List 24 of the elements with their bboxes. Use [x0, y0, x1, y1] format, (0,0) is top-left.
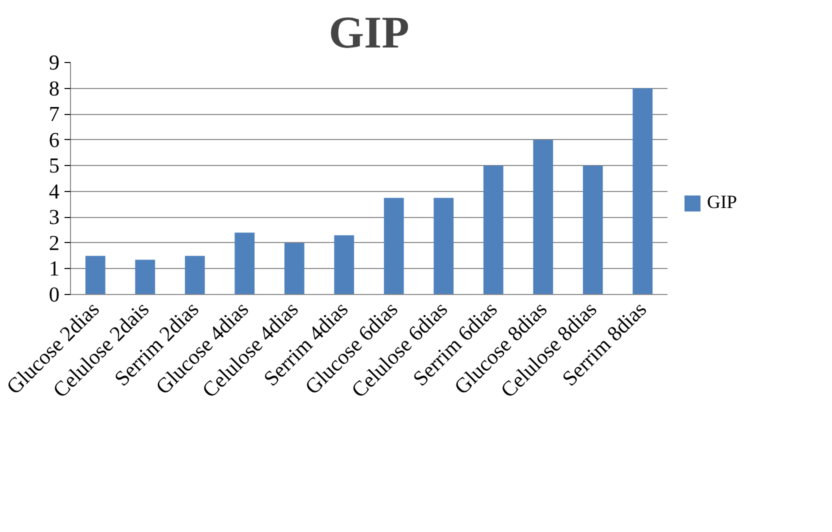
- y-tick-label: 2: [48, 230, 60, 255]
- bar: [434, 198, 454, 294]
- y-tick-label: 6: [48, 128, 60, 152]
- legend-label: GIP: [707, 192, 738, 214]
- bar: [384, 198, 404, 294]
- bar: [334, 235, 354, 294]
- bar: [582, 166, 603, 294]
- y-tick-label: 7: [48, 102, 60, 126]
- bar: [85, 256, 106, 294]
- bar: [135, 260, 156, 294]
- y-tick-label: 5: [48, 154, 60, 178]
- y-tick-label: 3: [48, 205, 60, 230]
- bar: [234, 232, 255, 294]
- bar: [284, 242, 304, 294]
- y-tick-label: 9: [48, 50, 60, 74]
- bar: [533, 140, 554, 294]
- y-tick-label: 0: [48, 282, 60, 306]
- bar: [184, 256, 205, 294]
- bar: [632, 88, 653, 294]
- y-tick-label: 4: [48, 179, 60, 204]
- y-tick-label: 8: [48, 76, 60, 100]
- bar: [483, 166, 504, 294]
- y-tick-label: 1: [48, 256, 60, 281]
- chart-title: GIP: [328, 8, 410, 58]
